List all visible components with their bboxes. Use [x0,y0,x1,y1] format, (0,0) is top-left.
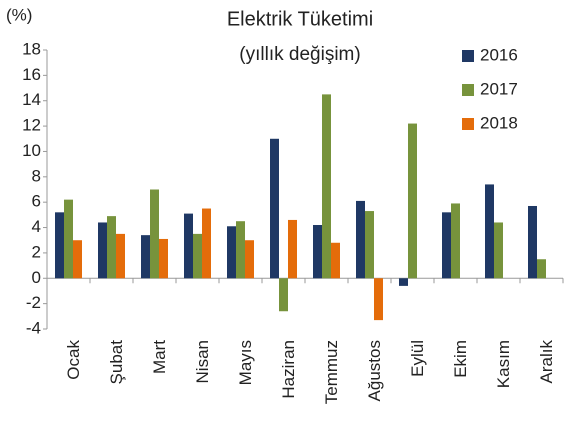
bar [537,259,546,279]
bar [365,211,374,279]
legend-label: 2017 [480,79,518,98]
y-tick-label: 6 [32,192,41,211]
bar [494,222,503,279]
bar [227,226,236,279]
bar [98,222,107,279]
y-tick-label: 16 [22,65,41,84]
bar [202,208,211,279]
bar [399,278,408,286]
chart-subtitle: (yıllık değişim) [239,44,360,65]
bar [288,219,297,279]
bar [356,200,365,279]
x-tick-label: Mayıs [236,340,255,385]
bar [528,205,537,279]
x-tick-label: Eylül [408,340,427,377]
bar [64,199,73,279]
bar [107,216,116,279]
y-tick-label: 4 [32,217,41,236]
bar [322,94,331,279]
bar [150,189,159,279]
legend-swatch [462,84,474,96]
bar [442,212,451,279]
y-tick-label: 18 [22,39,41,58]
bar [245,240,254,279]
x-tick-label: Ağustos [365,340,384,401]
bar [374,278,383,321]
x-tick-label: Aralık [537,340,556,384]
bar [313,225,322,279]
x-tick-label: Nisan [193,340,212,383]
y-tick-label: 2 [32,242,41,261]
x-tick-label: Şubat [107,340,126,385]
legend-label: 2016 [480,45,518,64]
bar [279,278,288,312]
x-tick-label: Kasım [494,340,513,388]
x-tick-label: Ekim [451,340,470,378]
y-tick-label: -2 [26,293,41,312]
bar [331,242,340,279]
bar [193,233,202,279]
y-tick-label: -4 [26,318,41,337]
y-tick-label: 0 [32,268,41,287]
bar [408,123,417,279]
x-tick-label: Temmuz [322,340,341,404]
bar [485,184,494,279]
y-tick-label: 10 [22,141,41,160]
legend-swatch [462,118,474,130]
bar [184,213,193,279]
chart-title: Elektrik Tüketimi [227,8,373,30]
x-tick-label: Ocak [64,340,83,380]
bar [141,235,150,279]
bar [73,240,82,279]
bar [236,221,245,279]
y-tick-label: 12 [22,116,41,135]
bar [270,138,279,279]
x-tick-label: Haziran [279,340,298,399]
y-axis-label: (%) [6,5,32,24]
legend-swatch [462,50,474,62]
bar [55,212,64,279]
y-tick-label: 14 [22,90,41,109]
x-tick-label: Mart [150,340,169,374]
bar [116,233,125,279]
bar [451,203,460,279]
y-tick-label: 8 [32,166,41,185]
bar [159,238,168,279]
legend-label: 2018 [480,113,518,132]
